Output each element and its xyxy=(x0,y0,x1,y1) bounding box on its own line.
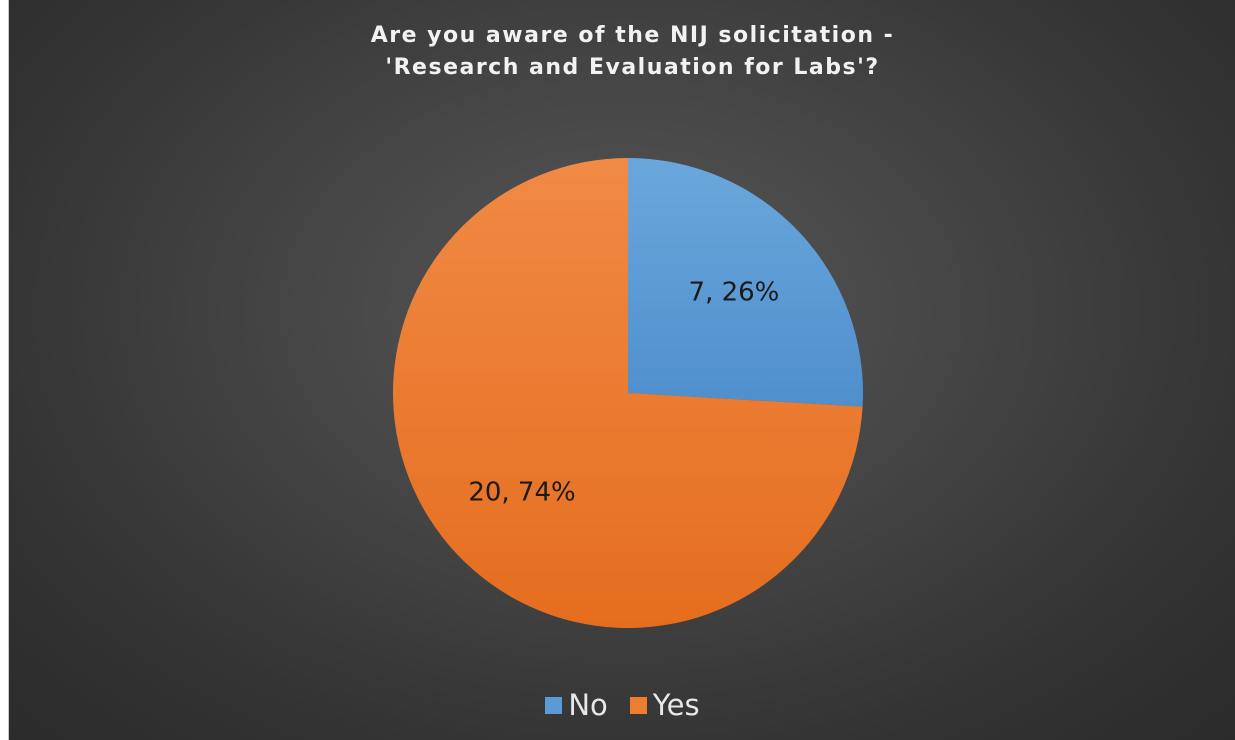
chart-area: Are you aware of the NIJ solicitation - … xyxy=(8,0,1235,740)
legend: No Yes xyxy=(9,688,1235,722)
pie-chart: 7, 26% 20, 74% xyxy=(393,158,863,629)
chart-title-line-2: 'Research and Evaluation for Labs'? xyxy=(385,55,880,80)
pie-slice-yes xyxy=(393,158,863,629)
data-label-yes: 20, 74% xyxy=(468,477,575,507)
legend-item-no: No xyxy=(545,688,608,722)
pie-slice-no xyxy=(628,158,863,407)
pie-slices xyxy=(393,158,863,629)
legend-label-no: No xyxy=(568,688,608,722)
pie-data-labels: 7, 26% 20, 74% xyxy=(468,278,779,508)
legend-item-yes: Yes xyxy=(629,688,700,722)
chart-title: Are you aware of the NIJ solicitation - … xyxy=(9,20,1235,84)
data-label-no: 7, 26% xyxy=(689,278,780,308)
legend-swatch-yes xyxy=(629,696,647,714)
legend-swatch-no xyxy=(545,696,563,714)
chart-title-line-1: Are you aware of the NIJ solicitation - xyxy=(370,23,895,48)
legend-label-yes: Yes xyxy=(652,688,700,722)
